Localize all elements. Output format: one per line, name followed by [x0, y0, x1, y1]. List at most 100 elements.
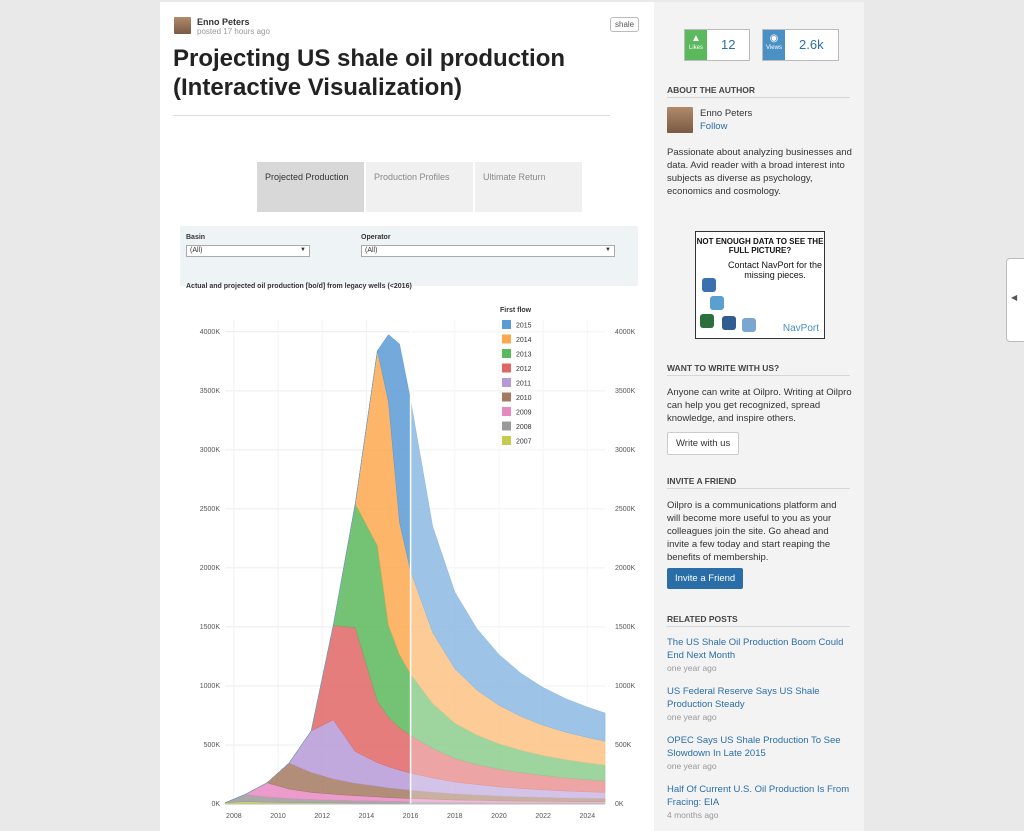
legend-label-2014: 2014 [516, 337, 532, 344]
views-label: Views [766, 45, 782, 51]
thumbs-up-icon: ▲ [691, 33, 701, 44]
legend-label-2009: 2009 [516, 410, 532, 417]
x-tick-label: 2016 [403, 813, 419, 820]
divider [667, 97, 850, 98]
sidebar: ▲ Likes 12 ◉ Views 2.6k About the author… [654, 2, 864, 831]
y-tick-label-right: 0K [615, 801, 624, 808]
invite-text: Oilpro is a communications platform and … [667, 500, 837, 563]
chevron-down-icon: ▼ [605, 247, 611, 253]
legend-swatch-2015[interactable] [502, 320, 511, 329]
related-date: 4 months ago [667, 810, 719, 820]
legend-swatch-2010[interactable] [502, 392, 511, 402]
sidebar-author-name[interactable]: Enno Peters [700, 108, 753, 119]
tag-badge[interactable]: shale [610, 17, 640, 32]
x-tick-label: 2014 [359, 813, 375, 820]
divider [667, 488, 850, 489]
y-tick-label-left: 3500K [200, 388, 221, 395]
navport-ad[interactable]: NOT ENOUGH DATA TO SEE THE FULL PICTURE?… [695, 231, 825, 339]
related-item[interactable]: The US Shale Oil Production Boom Could E… [667, 636, 857, 673]
post-time: posted 17 hours ago [197, 27, 270, 36]
related-title[interactable]: OPEC Says US Shale Production To See Slo… [667, 735, 841, 759]
puzzle-piece-icon [700, 314, 714, 328]
author-avatar[interactable] [667, 107, 693, 133]
x-tick-label: 2024 [580, 813, 596, 820]
divider [667, 626, 850, 627]
divider [173, 115, 610, 116]
related-item[interactable]: OPEC Says US Shale Production To See Slo… [667, 734, 857, 771]
legend-label-2008: 2008 [516, 424, 532, 431]
divider [667, 375, 850, 376]
chevron-down-icon: ▼ [300, 247, 306, 253]
author-name[interactable]: Enno Peters [197, 17, 250, 27]
legend-label-2015: 2015 [516, 323, 532, 330]
x-tick-label: 2012 [314, 813, 330, 820]
follow-link[interactable]: Follow [700, 121, 728, 132]
related-item[interactable]: Half Of Current U.S. Oil Production Is F… [667, 783, 857, 820]
y-tick-label-left: 2500K [200, 506, 221, 513]
puzzle-piece-icon [742, 318, 756, 332]
ad-body: Contact NavPort for the missing pieces. [727, 260, 823, 280]
operator-value: (All) [365, 247, 378, 254]
ad-headline: NOT ENOUGH DATA TO SEE THE FULL PICTURE? [696, 237, 824, 255]
views-counter: ◉ Views 2.6k [762, 29, 839, 61]
collapse-handle[interactable]: ◀ [1006, 258, 1024, 342]
invite-friend-button[interactable]: Invite a Friend [667, 568, 744, 589]
puzzle-piece-icon [722, 316, 736, 330]
y-tick-label-right: 2000K [615, 565, 636, 572]
tab-ultimate-return[interactable]: Ultimate Return [475, 162, 582, 212]
legend-swatch-2014[interactable] [502, 334, 511, 344]
x-tick-label: 2020 [491, 813, 507, 820]
legend-swatch-2007[interactable] [502, 436, 511, 445]
write-heading: Want to write with us? [667, 363, 780, 373]
related-date: one year ago [667, 712, 717, 722]
basin-select[interactable]: (All) ▼ [186, 245, 310, 257]
area-series-2015[interactable] [224, 334, 606, 804]
likes-label: Likes [688, 45, 703, 51]
y-tick-label-left: 3000K [200, 447, 221, 454]
views-count: 2.6k [799, 37, 824, 52]
related-title[interactable]: Half Of Current U.S. Oil Production Is F… [667, 784, 850, 808]
chart-title: Actual and projected oil production [bo/… [186, 283, 412, 290]
legend-swatch-2012[interactable] [502, 363, 511, 373]
author-avatar[interactable] [174, 17, 191, 34]
y-tick-label-right: 3000K [615, 447, 636, 454]
operator-select[interactable]: (All) ▼ [361, 245, 615, 257]
y-tick-label-left: 500K [204, 742, 221, 749]
x-tick-label: 2018 [447, 813, 463, 820]
y-tick-label-left: 4000K [200, 329, 221, 336]
ad-brand: NavPort [782, 323, 819, 334]
related-date: one year ago [667, 663, 717, 673]
article-panel: Enno Peters posted 17 hours ago shale Pr… [160, 2, 654, 831]
invite-heading: Invite a friend [667, 476, 737, 486]
dashboard: Basin (All) ▼ Operator (All) ▼ Actual an… [180, 226, 638, 826]
related-item[interactable]: US Federal Reserve Says US Shale Product… [667, 685, 857, 722]
write-text: Anyone can write at Oilpro. Writing at O… [667, 387, 852, 424]
related-title[interactable]: The US Shale Oil Production Boom Could E… [667, 637, 844, 661]
legend-swatch-2009[interactable] [502, 407, 511, 416]
legend-swatch-2011[interactable] [502, 378, 511, 387]
puzzle-piece-icon [702, 278, 716, 292]
x-tick-label: 2008 [226, 813, 242, 820]
y-tick-label-left: 1000K [200, 683, 221, 690]
eye-icon: ◉ [769, 33, 779, 44]
write-with-us-button[interactable]: Write with us [667, 432, 740, 455]
filter-bar: Basin (All) ▼ Operator (All) ▼ [180, 226, 638, 286]
related-heading: Related posts [667, 614, 738, 624]
y-tick-label-right: 2500K [615, 506, 636, 513]
y-tick-label-left: 0K [211, 801, 220, 808]
legend-swatch-2013[interactable] [502, 349, 511, 358]
likes-count: 12 [721, 37, 736, 52]
tab-production-profiles[interactable]: Production Profiles [366, 162, 473, 212]
legend-swatch-2008[interactable] [502, 421, 511, 431]
legend-label-2012: 2012 [516, 366, 532, 373]
legend-label-2013: 2013 [516, 352, 532, 359]
legend-label-2010: 2010 [516, 395, 532, 402]
likes-counter[interactable]: ▲ Likes 12 [684, 29, 751, 61]
legend-label-2011: 2011 [516, 381, 531, 388]
production-chart[interactable]: 0K 0K 500K 500K 1000K 1000K 1500K 1500K 2000K 200… [180, 298, 638, 826]
related-title[interactable]: US Federal Reserve Says US Shale Product… [667, 686, 820, 710]
related-date: one year ago [667, 761, 717, 771]
caret-left-icon: ◀ [1011, 293, 1018, 302]
dashboard-tabs: Projected Production Production Profiles… [257, 162, 584, 212]
tab-projected-production[interactable]: Projected Production [257, 162, 364, 212]
